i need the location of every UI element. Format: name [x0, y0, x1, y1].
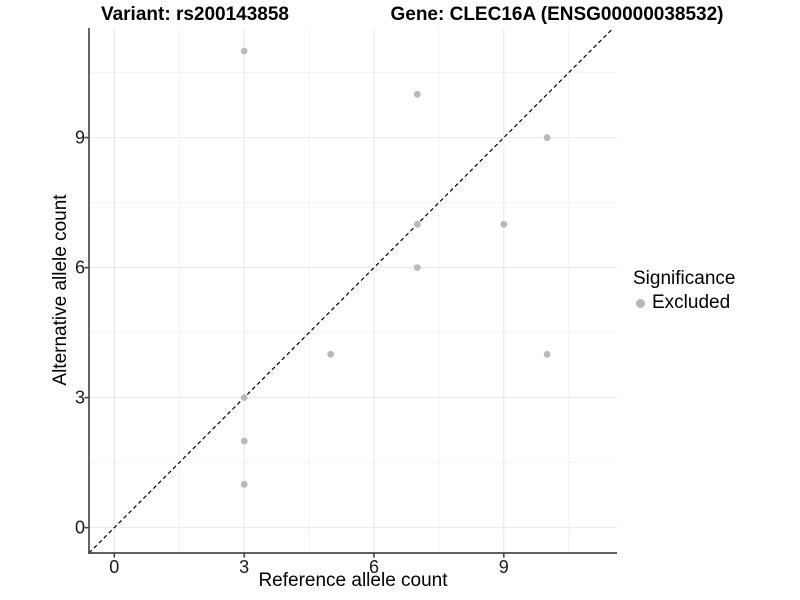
- x-tick-label: 3: [239, 557, 250, 577]
- excluded-point-icon: [636, 298, 645, 308]
- legend: Significance Excluded: [631, 268, 735, 314]
- y-tick-label: 9: [74, 127, 85, 148]
- data-point: [413, 264, 421, 271]
- legend-item-excluded: Excluded: [631, 292, 735, 314]
- x-tick-label: 6: [368, 557, 380, 577]
- y-tick-label: 3: [74, 387, 85, 408]
- data-point: [240, 47, 248, 55]
- data-point: [543, 134, 551, 142]
- legend-item-label: Excluded: [652, 292, 731, 313]
- x-axis-title: Reference allele count: [258, 570, 448, 591]
- data-point: [240, 394, 248, 401]
- variant-title: Variant: rs200143858: [100, 4, 290, 25]
- y-axis-title: Alternative allele count: [50, 194, 71, 386]
- legend-title: Significance: [633, 268, 736, 289]
- data-point: [240, 437, 248, 445]
- x-tick-label: 9: [498, 557, 509, 577]
- data-point: [327, 350, 335, 358]
- data-point: [413, 220, 421, 228]
- data-point: [413, 90, 421, 98]
- y-tick-label: 0: [74, 517, 85, 538]
- data-point: [543, 350, 551, 358]
- x-tick-label: 0: [109, 557, 120, 577]
- gene-title: Gene: CLEC16A (ENSG00000038532): [390, 4, 724, 25]
- identity-dashed-line: [88, 27, 614, 554]
- y-tick-label: 6: [74, 257, 85, 278]
- data-point: [500, 220, 508, 228]
- data-point: [240, 480, 248, 488]
